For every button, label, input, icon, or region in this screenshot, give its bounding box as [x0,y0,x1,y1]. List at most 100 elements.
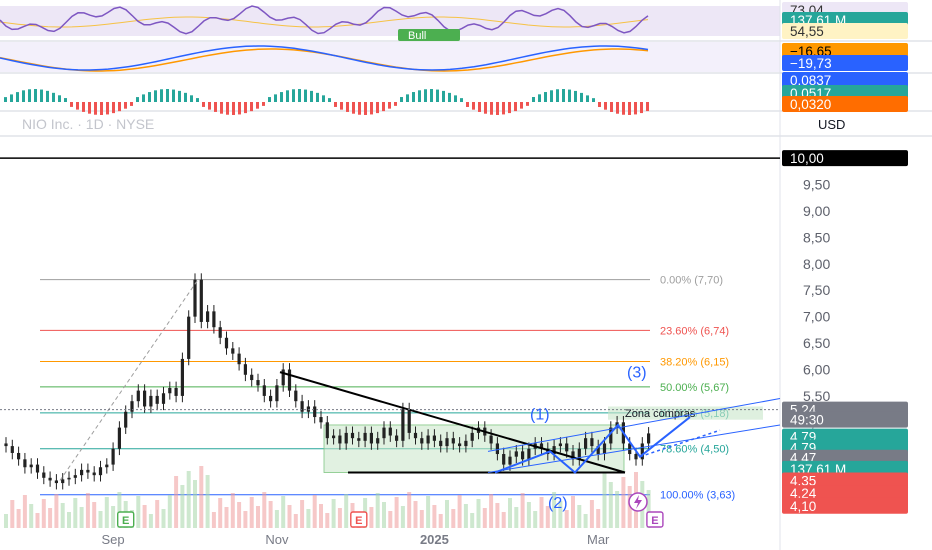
oscillator-bar [394,102,397,106]
volume-bar [419,510,424,528]
candle-body [281,369,285,386]
volume-bar [325,513,330,528]
oscillator-bar [124,102,127,109]
candle-body [338,435,342,444]
time-tick-label: 2025 [420,532,449,547]
candle-body [439,440,443,447]
candle-body [67,477,71,480]
candle-body [231,348,235,354]
oscillator-bar [16,92,19,102]
volume-bar [224,507,229,528]
candle-body [319,417,323,423]
oscillator-bar [142,94,145,102]
volume-bar [41,499,46,528]
macd-indicator [0,45,649,72]
volume-bar [155,500,160,528]
candle-body [86,469,90,473]
oscillator-bar [478,102,481,112]
time-tick-label: Mar [587,532,610,547]
oscillator-bar [406,94,409,102]
volume-bar [180,485,185,528]
oscillator-bar [556,89,559,102]
volume-bar [243,511,248,528]
candle-body [275,385,279,402]
candle-body [218,327,222,338]
volume-bar [533,511,538,528]
rsi-band [0,6,780,36]
flash-icon-bolt [634,495,642,509]
candle-body [445,438,449,447]
oscillator-bar [178,90,181,102]
oscillator-bar [148,92,151,102]
rsi-indicator: Bull [0,5,649,42]
candle-body [111,448,115,465]
candle-body [42,472,46,478]
currency-label[interactable]: USD [818,117,845,132]
oscillator-bar [250,102,253,112]
volume-bar [470,513,475,528]
oscillator-bar [136,97,139,102]
price-value-label-bg [782,472,908,489]
price-tick-label: 9,50 [803,177,830,193]
volume-bar [577,505,582,528]
volume-bar [319,504,323,528]
macd-line [0,45,649,71]
oscillator-bar [418,90,421,102]
oscillator-bar [238,102,241,115]
oscillator-bar [496,102,499,115]
buy-zone-rect [323,424,625,473]
volume-bar [48,508,53,528]
candle-body [332,435,336,439]
candle-body [571,451,575,460]
oscillator-bar [538,94,541,102]
candle-body [413,432,418,439]
volume-bar [256,506,260,528]
volume-bar [293,514,298,528]
candle-body [98,467,103,476]
volume-bar [382,502,386,528]
candle-body [350,432,355,439]
candle-body [426,435,430,444]
price-value-label: 4,10 [790,499,816,514]
oscillator-bar [550,90,553,102]
candle-body [609,427,613,444]
oscillator-bar [70,102,73,107]
annotations[interactable]: (1) (2) (3) E E E [116,364,664,528]
candle-body [420,438,424,444]
candle-body [313,406,317,418]
symbol-legend[interactable]: NIO Inc. · 1D · NYSE [22,116,154,132]
candle-body [29,464,33,468]
candle-body [558,443,562,447]
candle-body [306,406,310,412]
oscillator-bar [436,89,439,102]
oscillator-value-label: 0,0837 [790,73,831,88]
oscillator-bar [472,102,475,110]
candle-body [451,438,455,444]
time-axis[interactable]: Sep Nov 2025 Mar [102,532,611,547]
candle-body [464,440,468,447]
candle-body [187,316,191,359]
candle-body [363,432,367,441]
candle-body [149,395,153,407]
price-tick-label: 9,00 [803,203,830,219]
candle-body [48,477,52,481]
price-tick-label: 8,00 [803,256,830,272]
volume-bar [174,476,179,528]
volume-bar [85,493,90,528]
drawings[interactable] [0,157,781,481]
volume-bar [495,503,500,528]
bull-badge-label: Bull [408,30,426,42]
oscillator-bar [592,98,595,102]
candle-body [199,279,203,322]
volume-bar [79,507,84,528]
candle-body [224,337,229,349]
candle-body [596,446,600,455]
oscillator-bar [112,102,115,114]
price-axis[interactable]: 9,509,008,508,007,507,006,506,005,505,00 [803,177,830,431]
candle-body [269,395,273,402]
oscillator-bar [154,90,157,102]
price-value-label: 10,00 [790,151,824,166]
oscillator-bar [448,92,451,102]
volume-bar [16,509,21,528]
